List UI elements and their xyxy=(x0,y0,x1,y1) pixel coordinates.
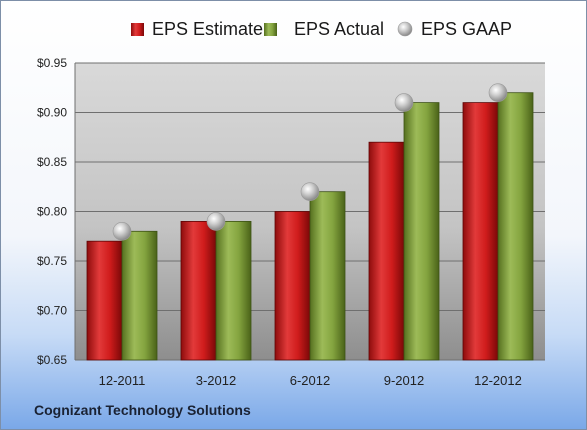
y-tick-label: $0.80 xyxy=(37,205,67,219)
legend-swatch-eps-gaap xyxy=(397,21,413,37)
eps-gaap-marker xyxy=(206,212,226,231)
legend-label: EPS Actual xyxy=(294,19,384,39)
eps-actual-bar xyxy=(497,92,534,361)
eps-estimate-bar xyxy=(86,240,123,361)
eps-estimate-bar xyxy=(368,141,405,361)
eps-actual-bar xyxy=(121,230,158,361)
legend-swatch-eps-actual xyxy=(264,23,277,36)
x-tick-label: 12-2011 xyxy=(99,373,146,388)
y-tick-label: $0.75 xyxy=(37,254,67,268)
y-tick-label: $0.90 xyxy=(37,106,67,120)
eps-gaap-marker xyxy=(300,182,320,201)
y-tick-label: $0.95 xyxy=(37,56,67,70)
x-tick-label: 3-2012 xyxy=(196,373,236,388)
x-tick-label: 12-2012 xyxy=(474,373,522,388)
company-name: Cognizant Technology Solutions xyxy=(34,402,251,418)
eps-gaap-marker xyxy=(488,83,508,102)
eps-gaap-marker xyxy=(112,222,132,241)
eps-gaap-marker xyxy=(394,93,414,112)
eps-estimate-bar xyxy=(180,220,217,361)
legend-label: EPS Estimate xyxy=(152,19,263,39)
legend-swatch-eps-estimate xyxy=(131,23,144,36)
eps-actual-bar xyxy=(215,220,252,361)
legend-label: EPS GAAP xyxy=(421,19,512,39)
eps-estimate-bar xyxy=(274,211,311,361)
x-tick-label: 6-2012 xyxy=(290,373,330,388)
x-tick-label: 9-2012 xyxy=(384,373,424,388)
y-tick-label: $0.85 xyxy=(37,155,67,169)
eps-actual-bar xyxy=(403,102,440,361)
y-tick-label: $0.65 xyxy=(37,353,67,367)
eps-actual-bar xyxy=(309,191,346,361)
y-tick-label: $0.70 xyxy=(37,304,67,318)
eps-estimate-bar xyxy=(462,102,499,361)
